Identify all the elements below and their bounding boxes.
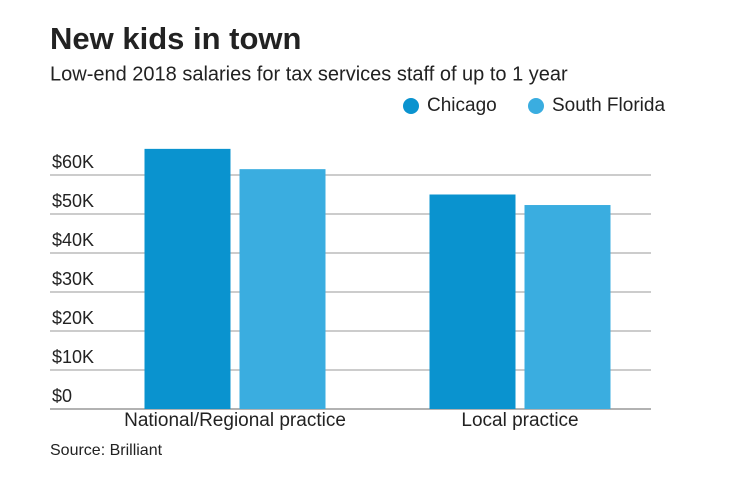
chart-title: New kids in town xyxy=(50,21,301,56)
legend-marker xyxy=(528,98,544,114)
bar xyxy=(429,194,516,409)
legend-label: Chicago xyxy=(427,95,497,116)
y-tick-label: $60K xyxy=(52,152,94,172)
chart-subtitle: Low-end 2018 salaries for tax services s… xyxy=(50,63,568,85)
y-tick-label: $40K xyxy=(52,230,94,250)
y-tick-label: $10K xyxy=(52,347,94,367)
legend-marker xyxy=(403,98,419,114)
legend-label: South Florida xyxy=(552,95,665,116)
y-tick-label: $0 xyxy=(52,386,72,406)
y-tick-label: $50K xyxy=(52,191,94,211)
x-tick-label: National/Regional practice xyxy=(124,410,346,431)
y-tick-label: $20K xyxy=(52,308,94,328)
bar xyxy=(239,169,326,409)
x-tick-label: Local practice xyxy=(461,410,578,431)
bar xyxy=(144,148,231,409)
y-tick-label: $30K xyxy=(52,269,94,289)
bar xyxy=(524,205,611,409)
source: Source: Brilliant xyxy=(50,442,163,459)
